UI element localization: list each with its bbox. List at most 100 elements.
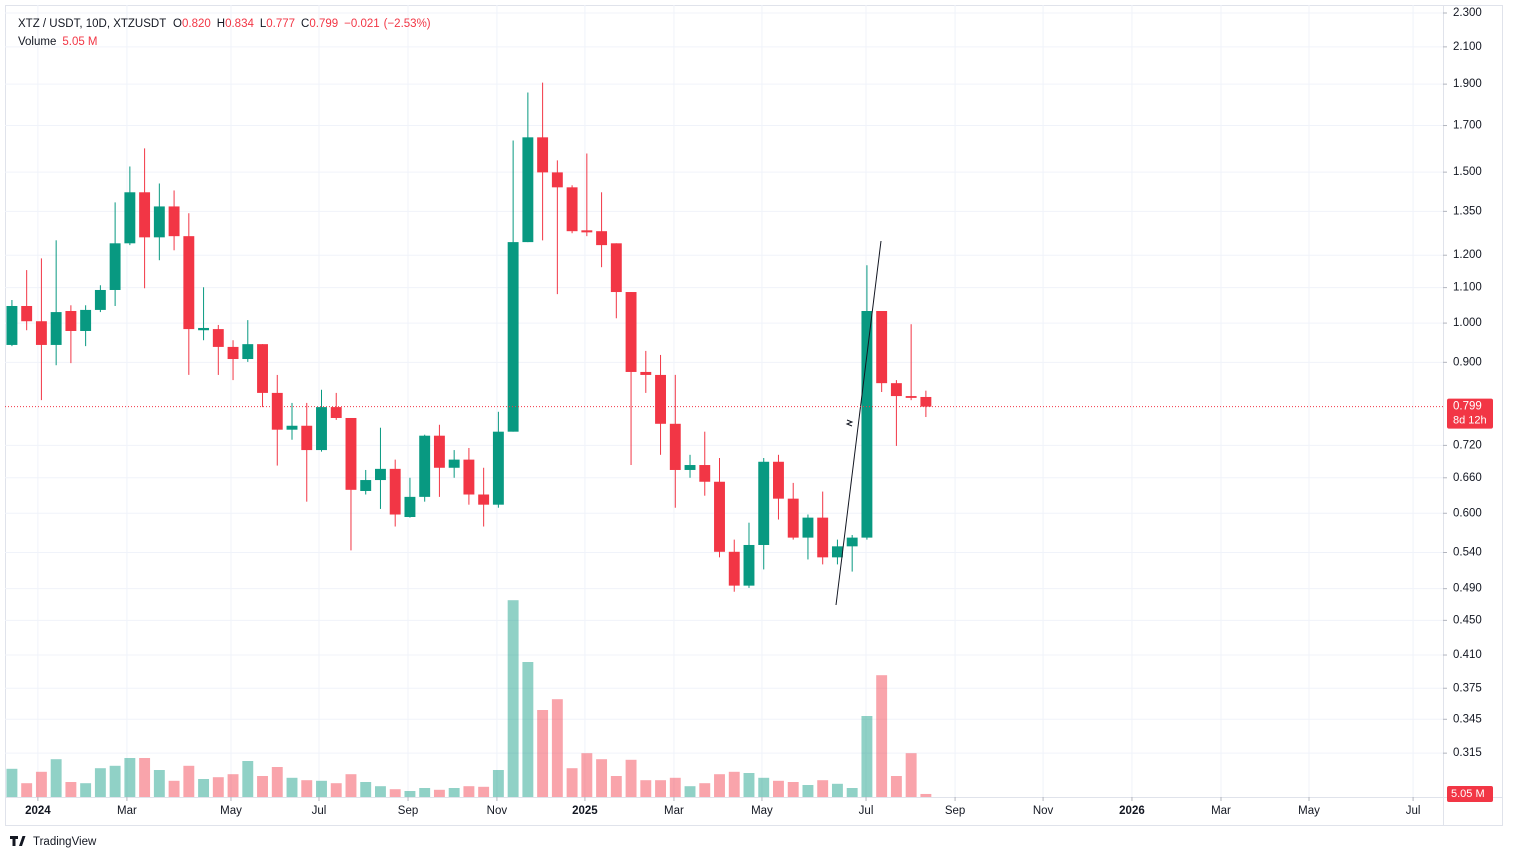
- x-tick-label: Jul: [312, 805, 327, 817]
- candle-body: [537, 137, 549, 173]
- x-tick-label: Jul: [1406, 805, 1421, 817]
- countdown-label: 8d 12h: [1453, 415, 1487, 427]
- candle-body: [168, 206, 180, 237]
- volume-bar: [286, 777, 298, 797]
- volume-bar: [227, 774, 239, 797]
- candle-body: [271, 392, 283, 430]
- candle-body: [139, 192, 151, 238]
- legend-line: XTZ / USDT, 10D, XTZUSDT O0.820 H0.834 L0.7…: [18, 18, 431, 30]
- candle-body: [301, 425, 313, 451]
- open-value: 0.820: [182, 18, 211, 30]
- candle-body: [920, 396, 932, 407]
- volume-bar: [65, 782, 77, 797]
- candle-body: [876, 311, 888, 384]
- y-tick-label: 0.720: [1453, 439, 1482, 451]
- candle-body: [596, 231, 608, 246]
- volume-bar: [153, 770, 165, 797]
- x-tick-label: May: [220, 805, 242, 817]
- candle-body: [507, 242, 519, 432]
- high-key: H: [217, 18, 225, 30]
- open-key: O: [173, 18, 182, 30]
- candle-body: [787, 498, 799, 538]
- x-tick-label: Nov: [1033, 805, 1054, 817]
- volume-bar: [94, 768, 106, 797]
- volume-bar: [463, 786, 475, 797]
- candle-body: [124, 192, 136, 244]
- volume-bar: [684, 786, 696, 797]
- y-tick-label: 0.900: [1453, 356, 1482, 368]
- volume-bar: [905, 753, 917, 797]
- brand-logo: TradingView: [10, 836, 97, 848]
- candle-body: [50, 312, 62, 345]
- candle-body: [817, 517, 829, 558]
- candle-body: [684, 465, 696, 470]
- candle-body: [65, 311, 77, 331]
- volume-bar: [21, 783, 33, 797]
- change-value: −0.021: [344, 18, 380, 30]
- candle-body: [861, 311, 873, 538]
- candle-body: [286, 425, 298, 430]
- volume-bar: [433, 789, 445, 797]
- candle-body: [227, 346, 239, 360]
- volume-bar: [212, 777, 224, 797]
- candle-body: [389, 468, 401, 515]
- candle-body: [551, 172, 563, 188]
- last-price-label: 0.799: [1453, 401, 1482, 413]
- candle-body: [890, 383, 902, 397]
- candle-body: [6, 305, 18, 345]
- y-tick-label: 0.375: [1453, 682, 1482, 694]
- y-tick-label: 0.345: [1453, 713, 1482, 725]
- candle-body: [448, 459, 460, 468]
- volume-bar: [655, 780, 666, 797]
- candle-body: [94, 289, 106, 310]
- candle-body: [80, 309, 92, 331]
- volume-bar: [448, 788, 460, 797]
- x-tick-label: Sep: [398, 805, 418, 817]
- candle-body: [198, 327, 210, 331]
- brand-icon: [10, 836, 26, 846]
- volume-bar: [817, 780, 829, 797]
- volume-title: Volume: [18, 36, 56, 48]
- volume-bar: [198, 779, 210, 797]
- volume-bar: [80, 783, 92, 797]
- volume-bar: [389, 789, 401, 797]
- volume-bar: [271, 767, 283, 797]
- volume-bar: [920, 793, 932, 797]
- x-tick-label: 2026: [1119, 805, 1145, 817]
- candle-body: [375, 468, 386, 481]
- volume-bar: [478, 786, 490, 797]
- volume-bar: [139, 758, 151, 797]
- volume-bar: [375, 786, 386, 797]
- volume-bar: [728, 771, 740, 797]
- volume-bar: [758, 777, 770, 797]
- volume-bar: [316, 780, 327, 797]
- volume-bar: [492, 770, 504, 797]
- close-key: C: [301, 18, 309, 30]
- y-tick-label: 1.500: [1453, 166, 1482, 178]
- volume-bar: [345, 774, 357, 797]
- candle-body: [743, 544, 755, 586]
- volume-bar: [301, 780, 313, 797]
- y-tick-label: 0.450: [1453, 614, 1482, 626]
- volume-bar: [35, 771, 47, 797]
- volume-legend: Volume 5.05 M: [18, 36, 98, 48]
- x-tick-label: May: [1298, 805, 1320, 817]
- x-tick-label: May: [751, 805, 773, 817]
- candle-body: [669, 423, 681, 470]
- volume-bar: [50, 759, 62, 797]
- candle-body: [802, 517, 814, 538]
- y-tick-label: 0.490: [1453, 583, 1482, 595]
- candle-body: [463, 459, 475, 495]
- candle-body: [655, 374, 666, 424]
- candle-body: [905, 396, 917, 398]
- volume-bar: [257, 776, 268, 797]
- volume-bar: [330, 783, 342, 797]
- candle-body: [242, 344, 254, 360]
- volume-bar: [522, 662, 534, 797]
- volume-bar: [183, 765, 195, 797]
- volume-axis-label: 5.05 M: [1451, 788, 1485, 800]
- volume-value: 5.05 M: [62, 36, 97, 48]
- volume-bar: [861, 716, 873, 797]
- y-tick-label: 1.100: [1453, 282, 1482, 294]
